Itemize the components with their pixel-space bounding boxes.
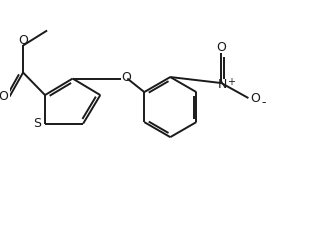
Text: N: N (218, 78, 228, 91)
Text: O: O (216, 41, 226, 54)
Text: S: S (33, 117, 42, 130)
Text: +: + (227, 77, 235, 87)
Text: O: O (121, 70, 131, 84)
Text: O: O (250, 91, 260, 105)
Text: O: O (18, 34, 28, 47)
Text: -: - (262, 96, 266, 109)
Text: O: O (0, 90, 8, 103)
